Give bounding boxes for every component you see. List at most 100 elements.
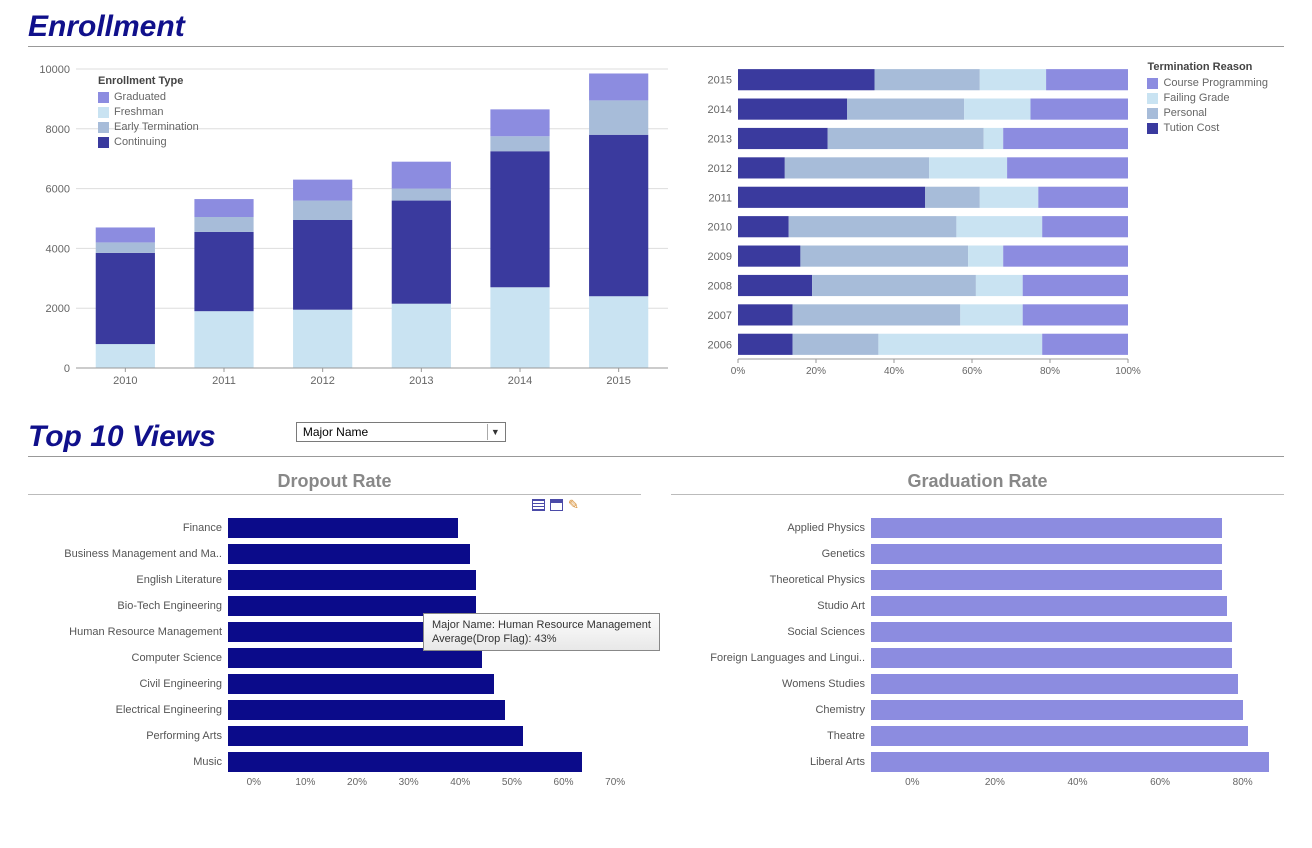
legend-item[interactable]: Personal: [1147, 106, 1268, 120]
termination-bar-segment[interactable]: [1038, 187, 1128, 208]
bar-label: Human Resource Management: [28, 626, 228, 638]
legend-item[interactable]: Freshman: [98, 105, 199, 119]
termination-bar-segment[interactable]: [738, 275, 812, 296]
legend-item[interactable]: Tution Cost: [1147, 121, 1268, 135]
termination-bar-segment[interactable]: [984, 128, 1004, 149]
bar-row[interactable]: Social Sciences: [671, 619, 1284, 645]
enrollment-bar-segment[interactable]: [96, 253, 155, 344]
enrollment-bar-segment[interactable]: [96, 344, 155, 368]
termination-bar-segment[interactable]: [789, 216, 957, 237]
termination-bar-segment[interactable]: [793, 304, 961, 325]
bar-label: Social Sciences: [671, 626, 871, 638]
termination-bar-segment[interactable]: [738, 157, 785, 178]
bar-row[interactable]: Foreign Languages and Lingui..: [671, 645, 1284, 671]
termination-bar-segment[interactable]: [847, 99, 964, 120]
termination-bar-segment[interactable]: [738, 69, 875, 90]
termination-bar-segment[interactable]: [1023, 275, 1128, 296]
termination-bar-segment[interactable]: [1007, 157, 1128, 178]
bar-row[interactable]: Performing Arts: [28, 723, 641, 749]
termination-bar-segment[interactable]: [738, 128, 828, 149]
enrollment-bar-segment[interactable]: [194, 232, 253, 311]
bar-label: Genetics: [671, 548, 871, 560]
enrollment-bar-segment[interactable]: [490, 136, 549, 151]
termination-bar-segment[interactable]: [738, 187, 925, 208]
termination-bar-segment[interactable]: [738, 99, 847, 120]
bar-row[interactable]: Theoretical Physics: [671, 567, 1284, 593]
termination-bar-segment[interactable]: [1023, 304, 1128, 325]
termination-bar-segment[interactable]: [1042, 334, 1128, 355]
termination-bar-segment[interactable]: [1042, 216, 1128, 237]
legend-item[interactable]: Course Programming: [1147, 76, 1268, 90]
termination-bar-segment[interactable]: [964, 99, 1030, 120]
termination-bar-segment[interactable]: [738, 246, 800, 267]
enrollment-bar-segment[interactable]: [293, 180, 352, 201]
legend-item[interactable]: Continuing: [98, 135, 199, 149]
enrollment-bar-segment[interactable]: [293, 220, 352, 310]
termination-bar-segment[interactable]: [980, 69, 1046, 90]
termination-bar-segment[interactable]: [980, 187, 1039, 208]
enrollment-bar-segment[interactable]: [589, 135, 648, 296]
bar-row[interactable]: Music: [28, 749, 641, 775]
termination-bar-segment[interactable]: [738, 216, 789, 237]
legend-item[interactable]: Graduated: [98, 90, 199, 104]
bar-row[interactable]: Genetics: [671, 541, 1284, 567]
enrollment-bar-segment[interactable]: [589, 296, 648, 368]
bar-label: Music: [28, 756, 228, 768]
legend-item[interactable]: Early Termination: [98, 120, 199, 134]
svg-text:0%: 0%: [731, 366, 746, 377]
svg-text:10000: 10000: [39, 64, 70, 76]
termination-bar-segment[interactable]: [738, 334, 793, 355]
enrollment-bar-segment[interactable]: [490, 109, 549, 136]
termination-bar-segment[interactable]: [878, 334, 1042, 355]
bar-row[interactable]: Applied Physics: [671, 515, 1284, 541]
bar-row[interactable]: Business Management and Ma..: [28, 541, 641, 567]
enrollment-bar-segment[interactable]: [293, 310, 352, 368]
termination-bar-segment[interactable]: [929, 157, 1007, 178]
bar-row[interactable]: Liberal Arts: [671, 749, 1284, 775]
enrollment-bar-segment[interactable]: [490, 151, 549, 287]
enrollment-bar-segment[interactable]: [96, 227, 155, 242]
termination-bar-segment[interactable]: [976, 275, 1023, 296]
enrollment-bar-segment[interactable]: [392, 189, 451, 201]
bar-label: Womens Studies: [671, 678, 871, 690]
termination-bar-segment[interactable]: [1003, 246, 1128, 267]
bar-row[interactable]: Womens Studies: [671, 671, 1284, 697]
enrollment-bar-segment[interactable]: [392, 201, 451, 304]
bar-row[interactable]: Theatre: [671, 723, 1284, 749]
termination-bar-segment[interactable]: [1046, 69, 1128, 90]
enrollment-bar-segment[interactable]: [589, 73, 648, 100]
termination-bar-segment[interactable]: [875, 69, 980, 90]
bar-row[interactable]: Electrical Engineering: [28, 697, 641, 723]
enrollment-bar-segment[interactable]: [194, 199, 253, 217]
enrollment-bar-segment[interactable]: [194, 311, 253, 368]
enrollment-bar-segment[interactable]: [96, 242, 155, 252]
bar-row[interactable]: English Literature: [28, 567, 641, 593]
termination-bar-segment[interactable]: [738, 304, 793, 325]
termination-bar-segment[interactable]: [956, 216, 1042, 237]
termination-bar-segment[interactable]: [925, 187, 980, 208]
bar-row[interactable]: Finance: [28, 515, 641, 541]
termination-bar-segment[interactable]: [968, 246, 1003, 267]
enrollment-bar-segment[interactable]: [490, 287, 549, 368]
termination-bar-segment[interactable]: [1031, 99, 1129, 120]
panel-view-icon[interactable]: [550, 499, 563, 511]
termination-bar-segment[interactable]: [800, 246, 968, 267]
termination-bar-segment[interactable]: [785, 157, 929, 178]
enrollment-bar-segment[interactable]: [392, 304, 451, 368]
termination-bar-segment[interactable]: [793, 334, 879, 355]
bar-row[interactable]: Studio Art: [671, 593, 1284, 619]
enrollment-bar-segment[interactable]: [392, 162, 451, 189]
bar-row[interactable]: Chemistry: [671, 697, 1284, 723]
termination-bar-segment[interactable]: [812, 275, 976, 296]
bar-row[interactable]: Civil Engineering: [28, 671, 641, 697]
legend-item[interactable]: Failing Grade: [1147, 91, 1268, 105]
edit-icon[interactable]: ✎: [568, 499, 581, 511]
grid-view-icon[interactable]: [532, 499, 545, 511]
termination-bar-segment[interactable]: [1003, 128, 1128, 149]
termination-bar-segment[interactable]: [828, 128, 984, 149]
termination-bar-segment[interactable]: [960, 304, 1022, 325]
enrollment-bar-segment[interactable]: [194, 217, 253, 232]
enrollment-bar-segment[interactable]: [589, 100, 648, 134]
enrollment-bar-segment[interactable]: [293, 201, 352, 220]
major-name-dropdown[interactable]: Major Name ▼: [296, 422, 506, 442]
